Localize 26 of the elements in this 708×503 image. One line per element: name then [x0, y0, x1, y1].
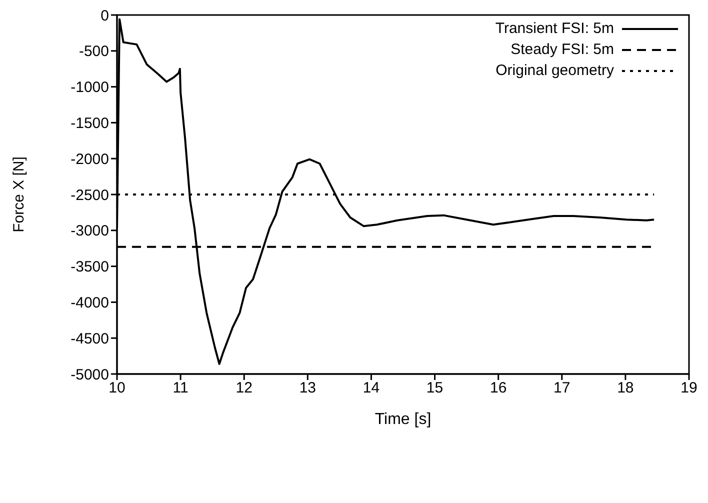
- y-tick-label: -1500: [70, 115, 109, 132]
- x-tick-label: 19: [680, 380, 698, 397]
- x-tick-label: 13: [299, 380, 316, 397]
- y-tick-label: -4500: [70, 330, 109, 348]
- y-tick-label: -500: [78, 43, 109, 60]
- x-tick-label: 10: [108, 380, 126, 397]
- y-tick-label: -2000: [70, 150, 109, 168]
- y-tick-label: 0: [100, 7, 109, 24]
- x-tick-label: 17: [554, 380, 570, 397]
- y-tick-label: -3000: [70, 222, 109, 240]
- legend-label: Transient FSI: 5m: [495, 20, 614, 37]
- y-axis-title: Force X [N]: [10, 156, 28, 232]
- x-tick-label: 11: [172, 380, 188, 397]
- x-tick-label: 16: [490, 380, 507, 397]
- x-axis-title: Time [s]: [374, 411, 432, 428]
- y-tick-label: -5000: [70, 366, 109, 384]
- legend-label: Steady FSI: 5m: [510, 41, 614, 58]
- x-tick-label: 14: [362, 380, 380, 397]
- y-tick-label: -1000: [70, 79, 109, 96]
- y-tick-label: -2500: [70, 186, 109, 204]
- x-tick-label: 18: [617, 380, 634, 397]
- y-tick-label: -4000: [70, 294, 109, 312]
- legend-label: Original geometry: [496, 62, 614, 79]
- y-tick-label: -3500: [70, 258, 109, 276]
- x-tick-label: 15: [426, 380, 444, 397]
- x-tick-label: 12: [236, 380, 252, 397]
